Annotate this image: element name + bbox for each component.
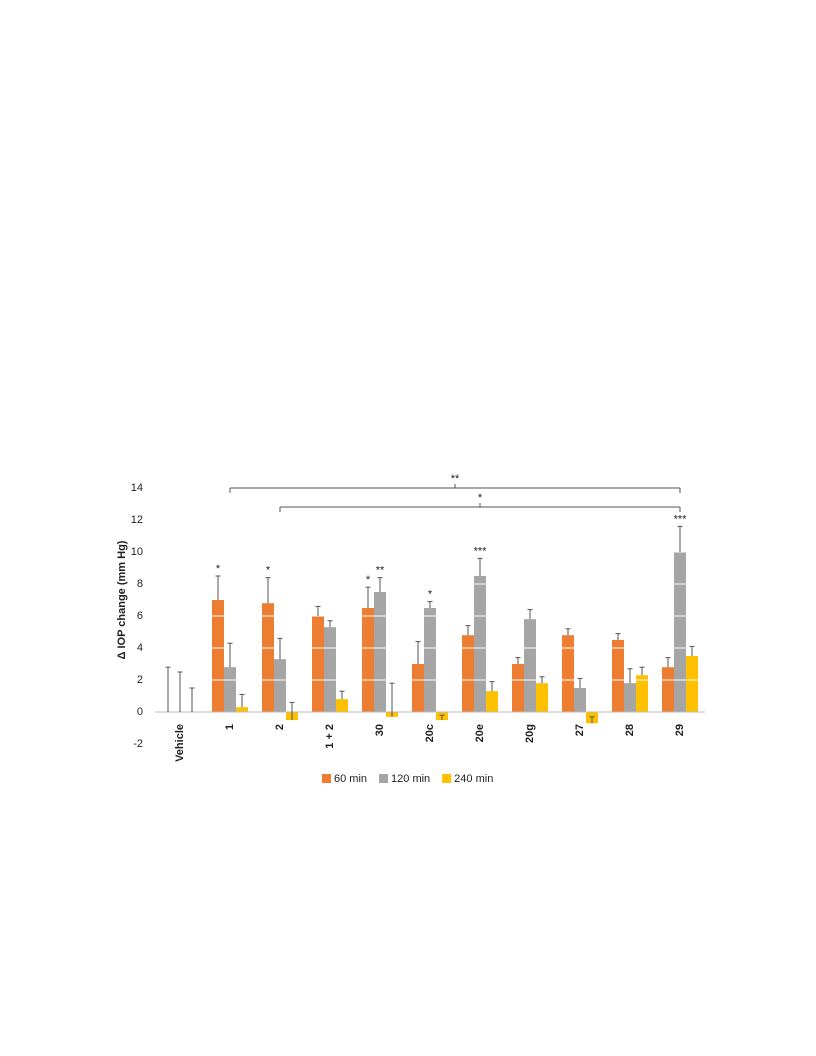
bar [474,576,486,712]
bracket-label: * [478,492,483,504]
error-bar [189,687,195,712]
error-bar [539,676,545,684]
y-axis-title: Δ IOP change (mm Hg) [116,540,128,659]
error-bar [527,609,533,620]
bar [324,627,336,712]
x-tick-label: 1 [224,724,236,730]
legend-swatch [442,774,452,783]
error-bar [615,633,621,640]
legend-swatch [322,774,331,783]
error-bar [277,637,283,660]
y-tick-label: 12 [131,514,143,526]
error-bar [415,641,421,664]
x-tick-label: 29 [674,724,686,736]
error-bar [689,645,695,656]
bracket-label: ** [451,473,460,485]
bar [574,688,586,712]
y-tick-label: 14 [131,482,143,494]
legend-label: 60 min [334,773,367,785]
x-tick-label: 30 [374,724,386,736]
y-tick-label: 0 [137,706,143,718]
x-tick-label: 20g [524,724,536,743]
bar [312,616,324,712]
bar [262,603,274,712]
x-tick-label: 27 [574,724,586,736]
bar [662,667,674,712]
significance: *** [674,513,688,525]
error-bar [265,577,271,604]
y-tick-label: -2 [133,738,143,750]
y-tick-label: 8 [137,578,143,590]
bar [536,683,548,712]
bar [674,552,686,712]
error-bar [239,693,245,708]
error-bar [165,666,171,712]
bar [636,675,648,712]
bar [424,608,436,712]
significance: * [266,565,271,577]
bar [374,592,386,712]
error-bar [489,681,495,692]
bar [562,635,574,712]
error-bar [377,577,383,592]
y-tick-label: 6 [137,610,143,622]
significance: ** [376,565,385,577]
bar [412,664,424,712]
y-tick-label: 4 [137,642,143,654]
bar [612,640,624,712]
error-bar [515,657,521,664]
bar [462,635,474,712]
error-bar [365,586,371,608]
error-bar [389,682,395,717]
error-bar [315,605,321,616]
bar [274,659,286,712]
bar [624,683,636,712]
error-bar [477,557,483,576]
y-tick-label: 10 [131,546,143,558]
error-bar [439,714,445,720]
error-bar [665,657,671,668]
bar [512,664,524,712]
significance: *** [474,545,488,557]
error-bar [177,671,183,712]
x-tick-label: 20c [424,724,436,742]
bar [486,691,498,712]
error-bar [589,716,595,724]
error-bar [227,642,233,668]
x-tick-label: 1 + 2 [324,724,336,749]
bar [224,667,236,712]
x-tick-label: 28 [624,724,636,736]
error-bar [465,625,471,636]
error-bar [327,620,333,628]
error-bar [289,701,295,720]
significance: * [366,574,371,586]
significance: * [216,563,221,575]
x-tick-label: 20e [474,724,486,742]
bar [336,699,348,712]
legend-label: 120 min [391,773,430,785]
bar [362,608,374,712]
error-bar [215,575,221,600]
legend-label: 240 min [454,773,493,785]
y-tick-label: 2 [137,674,143,686]
significance: * [428,589,433,601]
legend-swatch [379,774,389,783]
error-bar [677,525,683,552]
error-bar [339,690,345,700]
bar [236,707,248,712]
x-tick-label: 2 [274,724,286,730]
bar [686,656,698,712]
error-bar [627,668,633,684]
bar [524,619,536,712]
x-tick-label: Vehicle [174,724,186,762]
error-bar [577,677,583,688]
bar [212,600,224,712]
error-bar [565,628,571,636]
error-bar [427,601,433,608]
error-bar [639,666,645,676]
